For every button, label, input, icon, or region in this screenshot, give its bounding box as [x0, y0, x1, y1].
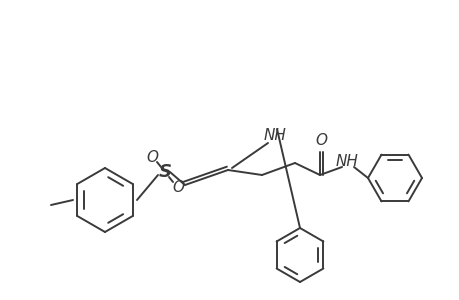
- Text: O: O: [172, 179, 184, 194]
- Text: NH: NH: [263, 128, 286, 142]
- Text: NH: NH: [335, 154, 358, 169]
- Text: O: O: [314, 133, 326, 148]
- Text: O: O: [146, 149, 157, 164]
- Text: S: S: [158, 163, 171, 181]
